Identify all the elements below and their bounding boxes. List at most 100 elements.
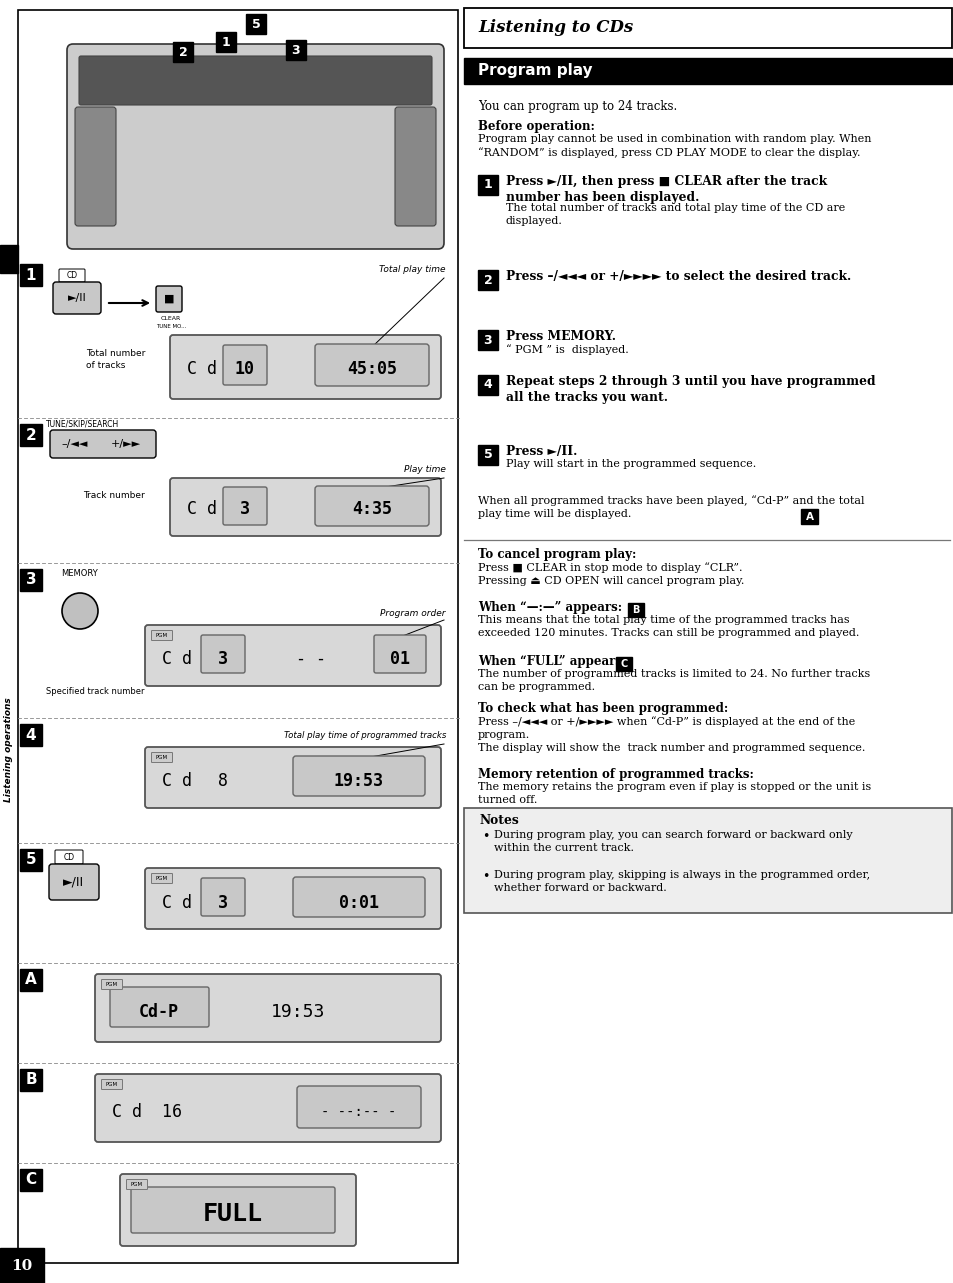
Text: This means that the total play time of the programmed tracks has
exceeded 120 mi: This means that the total play time of t…	[477, 615, 859, 638]
Text: 5: 5	[26, 852, 36, 867]
Bar	[463, 58, 951, 83]
Text: When “—:—” appears:: When “—:—” appears:	[477, 600, 621, 615]
Text: 4:35: 4:35	[352, 500, 392, 518]
Text: Press ►/II.: Press ►/II.	[505, 445, 577, 458]
Text: Press –/◄◄◄ or +/►►►► when “Cd-P” is displayed at the end of the
program.
The di: Press –/◄◄◄ or +/►►►► when “Cd-P” is dis…	[477, 716, 864, 753]
Text: Listening to CDs: Listening to CDs	[477, 19, 633, 36]
FancyBboxPatch shape	[79, 56, 432, 105]
FancyBboxPatch shape	[95, 1074, 440, 1142]
Bar	[20, 1069, 42, 1091]
FancyBboxPatch shape	[223, 345, 267, 385]
Text: C d: C d	[162, 650, 192, 668]
Bar	[463, 8, 951, 47]
Bar	[20, 1169, 42, 1191]
FancyBboxPatch shape	[75, 106, 116, 226]
Text: MEMORY: MEMORY	[62, 568, 98, 577]
Bar	[0, 245, 18, 273]
Text: TUNE MO...: TUNE MO...	[155, 323, 186, 328]
Text: 2: 2	[26, 427, 36, 443]
FancyBboxPatch shape	[53, 282, 101, 314]
Text: •: •	[481, 870, 489, 883]
Text: Program play: Program play	[477, 63, 592, 78]
Text: During program play, you can search forward or backward only
within the current : During program play, you can search forw…	[494, 830, 852, 853]
Text: Press MEMORY.: Press MEMORY.	[505, 330, 616, 343]
Bar	[616, 657, 631, 671]
Bar	[627, 603, 643, 617]
Text: A: A	[804, 512, 813, 521]
Text: 8: 8	[218, 772, 228, 790]
Text: Press ►/II, then press ■ CLEAR after the track
number has been displayed.: Press ►/II, then press ■ CLEAR after the…	[505, 174, 826, 204]
Text: Listening operations: Listening operations	[5, 698, 13, 802]
Bar	[477, 330, 497, 350]
Text: The number of programmed tracks is limited to 24. No further tracks
can be progr: The number of programmed tracks is limit…	[477, 668, 869, 693]
Text: 4: 4	[26, 727, 36, 743]
Text: Specified track number: Specified track number	[46, 686, 144, 695]
Text: PGM: PGM	[106, 981, 118, 987]
FancyBboxPatch shape	[127, 1179, 148, 1189]
FancyBboxPatch shape	[101, 979, 122, 989]
Text: C: C	[619, 659, 627, 668]
Text: 10: 10	[11, 1259, 32, 1273]
Text: Cd-P: Cd-P	[139, 1003, 179, 1021]
FancyBboxPatch shape	[296, 1085, 420, 1128]
FancyBboxPatch shape	[101, 1079, 122, 1089]
Bar	[20, 264, 42, 286]
Text: 2: 2	[178, 45, 187, 59]
Text: FULL: FULL	[203, 1202, 263, 1227]
Text: To check what has been programmed:: To check what has been programmed:	[477, 702, 727, 715]
FancyBboxPatch shape	[223, 488, 267, 525]
FancyBboxPatch shape	[152, 874, 172, 884]
Text: During program play, skipping is always in the programmed order,
whether forward: During program play, skipping is always …	[494, 870, 869, 893]
Text: 19:53: 19:53	[271, 1003, 325, 1021]
Text: –/◄◄: –/◄◄	[62, 439, 88, 449]
Bar	[477, 269, 497, 290]
Text: A: A	[25, 973, 37, 988]
Text: PGM: PGM	[131, 1182, 143, 1187]
Bar	[20, 568, 42, 591]
FancyBboxPatch shape	[120, 1174, 355, 1246]
Text: Program order: Program order	[380, 608, 446, 617]
Text: 1: 1	[221, 36, 230, 49]
Text: 3: 3	[218, 650, 228, 668]
Text: Track number: Track number	[83, 491, 145, 500]
FancyBboxPatch shape	[156, 286, 182, 312]
Text: 1: 1	[483, 178, 492, 191]
Bar	[20, 423, 42, 446]
FancyBboxPatch shape	[170, 479, 440, 536]
Bar	[477, 445, 497, 464]
Text: 19:53: 19:53	[334, 772, 384, 790]
Bar	[477, 375, 497, 395]
Text: 01: 01	[390, 650, 410, 668]
Text: When “FULL” appears:: When “FULL” appears:	[477, 656, 626, 668]
FancyBboxPatch shape	[49, 863, 99, 899]
Text: ►/II: ►/II	[63, 875, 85, 889]
Text: Play will start in the programmed sequence.: Play will start in the programmed sequen…	[505, 459, 756, 470]
Bar	[20, 849, 42, 871]
Text: 3: 3	[483, 334, 492, 346]
Text: Repeat steps 2 through 3 until you have programmed
all the tracks you want.: Repeat steps 2 through 3 until you have …	[505, 375, 875, 404]
FancyBboxPatch shape	[67, 44, 443, 249]
FancyBboxPatch shape	[201, 878, 245, 916]
FancyBboxPatch shape	[293, 878, 424, 917]
Text: Total play time of programmed tracks: Total play time of programmed tracks	[283, 731, 446, 740]
Text: Play time: Play time	[404, 466, 446, 475]
Text: 10: 10	[234, 361, 254, 378]
FancyBboxPatch shape	[110, 987, 209, 1026]
Bar	[246, 14, 266, 35]
Bar	[286, 40, 306, 60]
Bar	[801, 509, 817, 523]
Text: B: B	[632, 606, 639, 615]
Text: - --:-- -: - --:-- -	[321, 1105, 396, 1119]
Bar	[215, 32, 235, 53]
FancyBboxPatch shape	[152, 630, 172, 640]
Text: C d: C d	[187, 500, 216, 518]
Text: The memory retains the program even if play is stopped or the unit is
turned off: The memory retains the program even if p…	[477, 783, 870, 806]
Text: C d  16: C d 16	[112, 1103, 182, 1121]
Text: 5: 5	[483, 449, 492, 462]
FancyBboxPatch shape	[152, 753, 172, 762]
Text: 1: 1	[26, 267, 36, 282]
Text: “ PGM ” is  displayed.: “ PGM ” is displayed.	[505, 344, 628, 355]
Text: Notes: Notes	[479, 813, 519, 828]
FancyBboxPatch shape	[201, 635, 245, 674]
Bar	[463, 808, 951, 913]
